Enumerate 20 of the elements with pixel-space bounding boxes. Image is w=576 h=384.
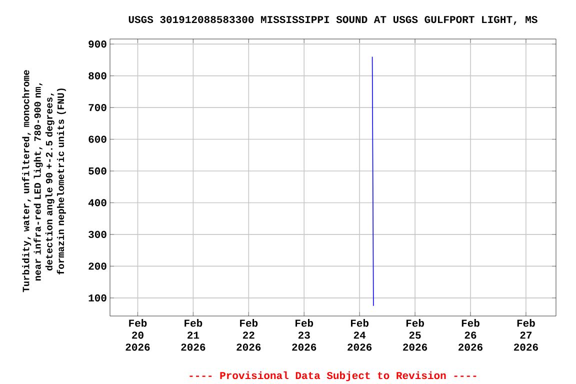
y-tick-label: 400 — [88, 199, 106, 206]
x-tick-label: Feb 21 2026 — [181, 319, 206, 351]
x-tick-label: Feb 20 2026 — [126, 319, 150, 351]
y-tick-label: 700 — [88, 104, 106, 112]
x-tick-label: Feb 26 2026 — [458, 319, 483, 351]
chart-title: USGS 301912088583300 MISSISSIPPI SOUND AT USGS GULFPORT LIGHT, MS — [128, 16, 538, 25]
x-tick-label: Feb 24 2026 — [348, 319, 372, 351]
x-tick-label: Feb 25 2026 — [403, 319, 428, 351]
y-tick-label: 600 — [88, 136, 106, 143]
x-tick-label: Feb 23 2026 — [292, 319, 316, 351]
y-tick-label: 200 — [88, 262, 106, 270]
x-tick-label: Feb 22 2026 — [236, 319, 261, 351]
y-tick-label: 500 — [88, 167, 106, 175]
y-axis-title: Turbidity, water, unfiltered, monochrome near infra-red LED light, 780-900 nm, detection angle 90 +-2.5 degrees, formazin nephelometric units (FNU) — [22, 70, 66, 292]
y-tick-label: 100 — [88, 294, 106, 302]
text: ---- Provisional Data Subject to Revision ---- — [190, 371, 476, 382]
y-tick-label: 900 — [88, 40, 106, 48]
x-tick-label: Feb 27 2026 — [514, 319, 538, 351]
y-tick-label: 300 — [88, 230, 106, 238]
y-tick-label: 800 — [88, 72, 106, 80]
